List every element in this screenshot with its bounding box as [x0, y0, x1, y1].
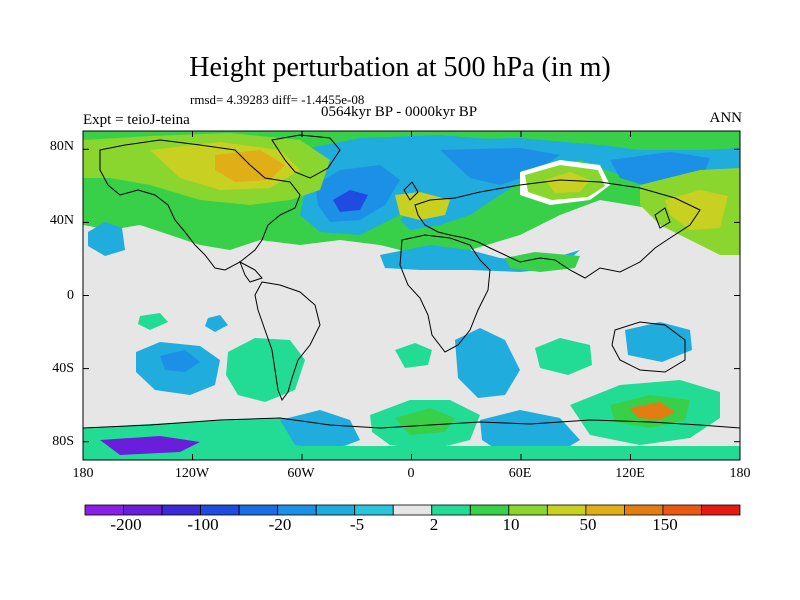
colorbar-swatch	[316, 505, 355, 515]
colorbar-swatch	[201, 505, 240, 515]
colorbar-label: 50	[558, 515, 618, 535]
colorbar-label: -5	[327, 515, 387, 535]
colorbar-swatch	[355, 505, 394, 515]
colorbar-swatch	[432, 505, 471, 515]
colorbar-label: 150	[635, 515, 695, 535]
x-tick-label: 180	[53, 466, 113, 482]
x-tick-label: 120E	[600, 466, 660, 482]
colorbar-swatch	[701, 505, 740, 515]
colorbar-swatch	[547, 505, 586, 515]
colorbar-swatch	[624, 505, 663, 515]
colorbar-swatch	[239, 505, 278, 515]
y-tick-label: 40S	[40, 361, 74, 377]
x-tick-label: 60E	[490, 466, 550, 482]
y-tick-label: 80S	[40, 434, 74, 450]
colorbar-swatch	[278, 505, 317, 515]
colorbar-swatch	[162, 505, 201, 515]
colorbar-swatch	[393, 505, 432, 515]
colorbar-label: -20	[250, 515, 310, 535]
colorbar-label: 10	[481, 515, 541, 535]
colorbar-swatch	[124, 505, 163, 515]
y-tick-label: 40N	[40, 213, 74, 229]
x-tick-label: 60W	[271, 466, 331, 482]
colorbar	[85, 505, 740, 515]
colorbar-label: -200	[96, 515, 156, 535]
colorbar-label: 2	[404, 515, 464, 535]
colorbar-swatch	[509, 505, 548, 515]
colorbar-swatch	[586, 505, 625, 515]
colorbar-swatch	[663, 505, 702, 515]
colorbar-label: -100	[173, 515, 233, 535]
y-tick-label: 0	[40, 288, 74, 304]
colorbar-swatch	[470, 505, 509, 515]
contour-field	[83, 131, 740, 460]
y-tick-label: 80N	[40, 139, 74, 155]
map-plot	[0, 0, 800, 600]
x-tick-label: 180	[710, 466, 770, 482]
x-tick-label: 120W	[162, 466, 222, 482]
colorbar-swatch	[85, 505, 124, 515]
x-tick-label: 0	[381, 466, 441, 482]
